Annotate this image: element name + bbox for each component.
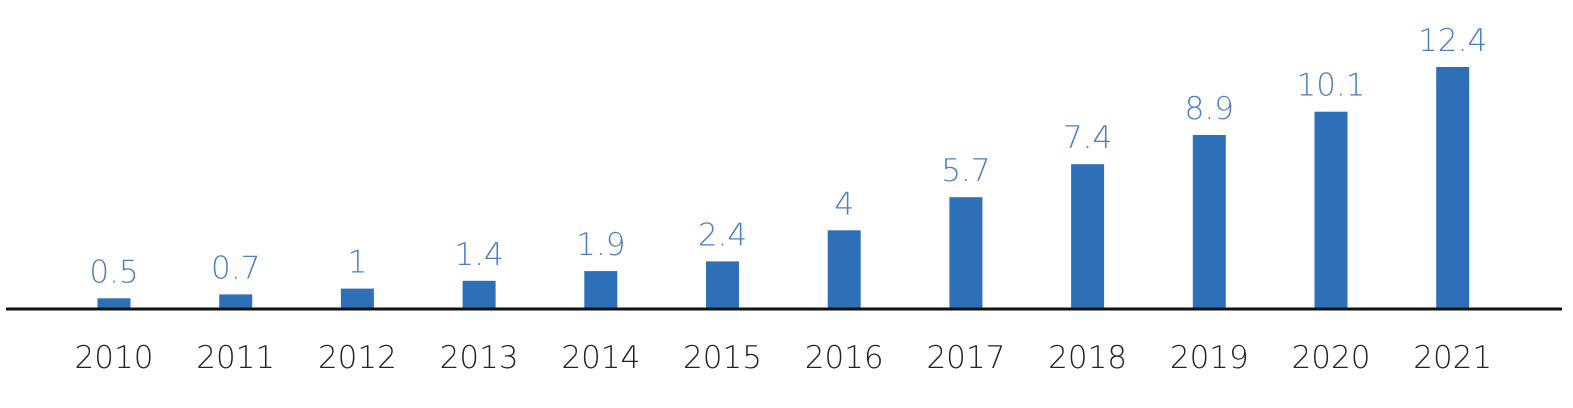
bar-2016 — [827, 230, 861, 308]
x-tick-label-2017: 2017 — [926, 340, 1005, 376]
x-tick-label-2019: 2019 — [1170, 340, 1249, 376]
x-tick-label-2013: 2013 — [440, 340, 519, 376]
bar-2018 — [1071, 164, 1105, 308]
x-tick-label-2010: 2010 — [75, 340, 154, 376]
value-label-2018: 7.4 — [1063, 120, 1112, 156]
x-tick-label-2015: 2015 — [683, 340, 762, 376]
bar-2015 — [706, 261, 739, 308]
bar-2021 — [1436, 67, 1470, 308]
value-label-2012: 1 — [348, 245, 368, 281]
x-tick-label-2016: 2016 — [805, 340, 884, 376]
value-label-2021: 12.4 — [1418, 23, 1487, 59]
bar-2013 — [462, 280, 496, 308]
value-label-2010: 0.5 — [89, 254, 138, 290]
value-label-2019: 8.9 — [1185, 91, 1234, 127]
bar-2012 — [340, 288, 374, 308]
x-tick-labels-group: 2010 2011 2012 2013 2014 2015 2016 2017 2018 2019… — [75, 340, 1493, 376]
value-label-2016: 4 — [834, 186, 854, 222]
value-label-2020: 10.1 — [1296, 68, 1365, 104]
value-label-2011: 0.7 — [211, 250, 260, 286]
bar-2010 — [97, 298, 131, 308]
bar-2020 — [1314, 111, 1348, 308]
bar-2014 — [584, 271, 618, 308]
value-label-2014: 1.9 — [576, 227, 625, 263]
bars-group — [97, 67, 1470, 308]
value-labels-group: 0.5 0.7 1 1.4 1.9 2.4 4 5.7 7.4 8.9 10.1 12.4 — [89, 23, 1487, 290]
x-tick-label-2014: 2014 — [561, 340, 640, 376]
value-label-2015: 2.4 — [698, 217, 747, 253]
x-tick-label-2021: 2021 — [1413, 340, 1492, 376]
x-tick-label-2018: 2018 — [1048, 340, 1127, 376]
value-label-2017: 5.7 — [941, 153, 990, 189]
bar-2011 — [219, 294, 253, 308]
x-tick-label-2011: 2011 — [196, 340, 275, 376]
x-tick-label-2012: 2012 — [318, 340, 397, 376]
bar-2017 — [949, 197, 983, 308]
x-tick-label-2020: 2020 — [1292, 340, 1371, 376]
bar-2019 — [1192, 135, 1226, 308]
value-label-2013: 1.4 — [454, 237, 503, 273]
